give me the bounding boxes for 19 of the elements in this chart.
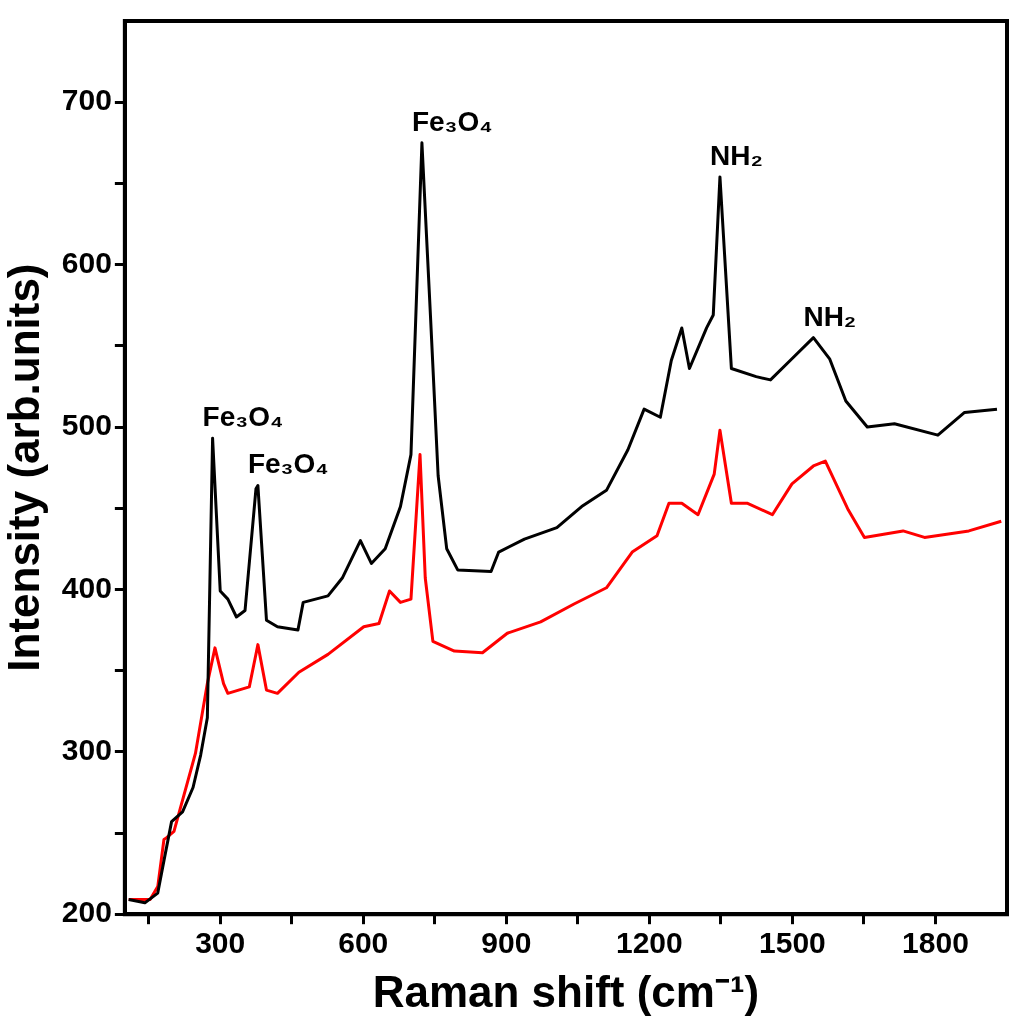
annotation: NH₂ — [803, 300, 857, 332]
y-axis-title: Intensity (arb.units) — [0, 263, 48, 672]
x-tick-label: 600 — [338, 926, 389, 960]
annotation: Fe₃O₄ — [202, 401, 284, 433]
annotation: Fe₃O₄ — [411, 105, 493, 137]
x-tick-label: 900 — [481, 926, 532, 960]
x-tick-label: 1200 — [616, 926, 683, 960]
y-tick-label: 200 — [61, 895, 112, 929]
annotation: Fe₃O₄ — [247, 448, 329, 480]
y-tick-label: 400 — [61, 570, 112, 604]
y-tick-label: 600 — [61, 245, 112, 279]
annotation: NH₂ — [709, 139, 763, 171]
x-tick-label: 1800 — [902, 926, 969, 960]
y-tick-label: 700 — [61, 83, 112, 117]
y-tick-label: 300 — [61, 733, 112, 767]
x-tick-label: 300 — [195, 926, 246, 960]
x-tick-label: 1500 — [759, 926, 826, 960]
x-axis-title: Raman shift (cm⁻¹) — [372, 966, 760, 1016]
y-tick-label: 500 — [61, 408, 112, 442]
